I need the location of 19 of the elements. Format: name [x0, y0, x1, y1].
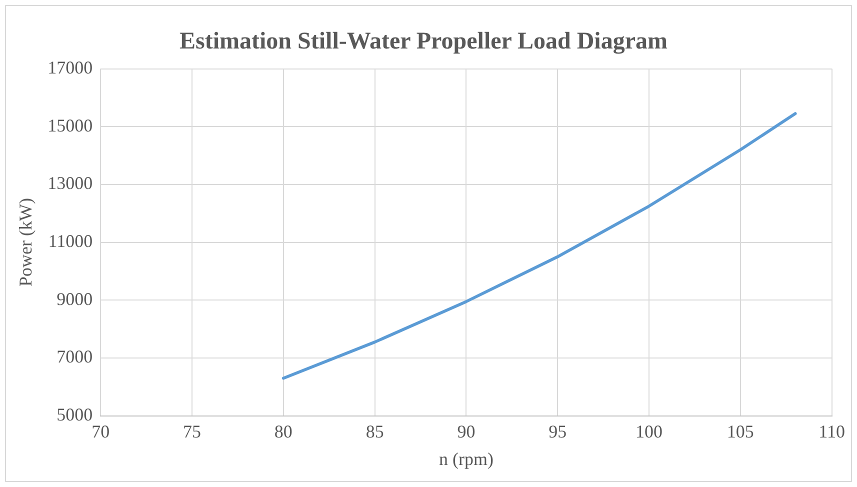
x-tick-label: 75 [183, 421, 202, 442]
y-tick-label: 5000 [56, 404, 93, 425]
y-axis-title: Power (kW) [16, 198, 36, 287]
y-tick-label: 13000 [48, 173, 93, 194]
x-tick-label: 110 [818, 421, 846, 442]
y-tick-label: 17000 [48, 58, 93, 78]
x-tick-label: 105 [726, 421, 754, 442]
x-tick-label: 100 [636, 421, 663, 442]
y-tick-label: 11000 [48, 231, 93, 252]
y-tick-label: 9000 [56, 288, 93, 309]
x-tick-label: 80 [274, 421, 292, 442]
x-tick-label: 70 [92, 421, 110, 442]
x-tick-label: 90 [457, 421, 476, 442]
x-tick-label: 85 [366, 421, 384, 442]
chart-title: Estimation Still-Water Propeller Load Diagram [180, 28, 668, 55]
x-axis-title: n (rpm) [438, 448, 494, 469]
x-tick-label: 95 [548, 421, 567, 442]
y-tick-label: 7000 [56, 346, 93, 367]
y-tick-label: 15000 [48, 115, 93, 136]
